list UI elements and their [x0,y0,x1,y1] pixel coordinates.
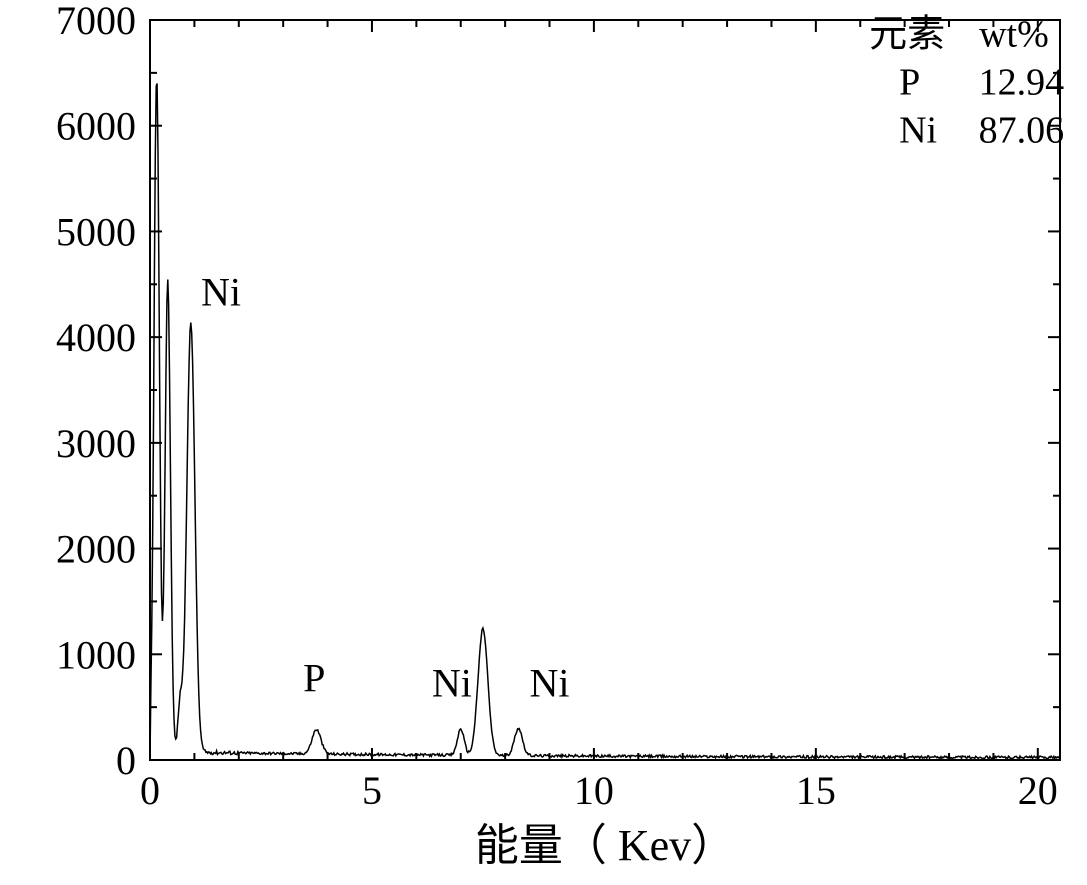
peak-label: Ni [530,661,570,706]
legend-row-wt: 87.06 [979,109,1065,151]
y-tick-label: 7000 [56,0,136,43]
y-tick-label: 6000 [56,104,136,149]
legend-header-element: 元素 [869,13,945,55]
legend-header-wt: wt% [979,13,1049,55]
peak-label: P [303,655,325,700]
y-tick-label: 0 [116,738,136,783]
legend-row-element: Ni [899,109,937,151]
legend-row-wt: 12.94 [979,61,1065,103]
y-tick-label: 3000 [56,421,136,466]
legend-row-element: P [899,61,920,103]
y-tick-label: 4000 [56,315,136,360]
x-axis-label: 能量（ Kev） [475,821,735,870]
y-tick-label: 2000 [56,527,136,572]
y-tick-label: 1000 [56,632,136,677]
x-tick-label: 5 [362,768,382,813]
x-tick-label: 10 [574,768,614,813]
eds-spectrum-chart: 0 1000 2000 3000 4000 5000 6000 7000 0 5 10 15 20 能量（… [0,0,1087,885]
chart-svg: 0 1000 2000 3000 4000 5000 6000 7000 0 5 10 15 20 能量（… [0,0,1087,885]
x-tick-label: 20 [1018,768,1058,813]
spectrum-line [150,84,1060,760]
y-tick-label: 5000 [56,209,136,254]
x-tick-label: 0 [140,768,160,813]
peak-label: Ni [201,269,241,314]
x-tick-label: 15 [796,768,836,813]
peak-label: Ni [432,661,472,706]
